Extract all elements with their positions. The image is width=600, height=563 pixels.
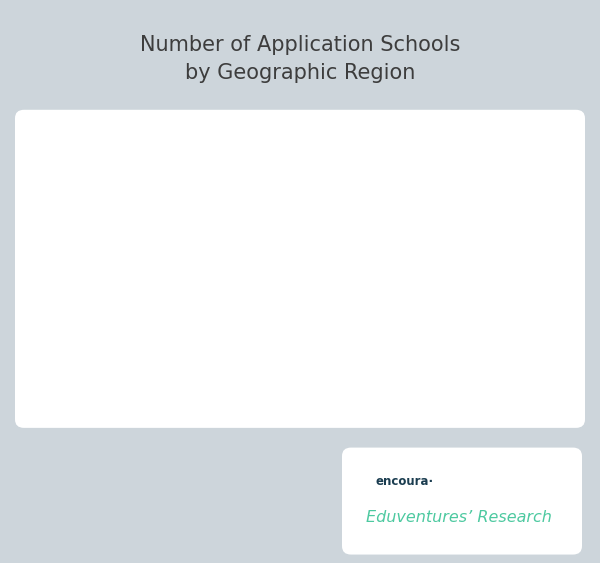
Bar [85,346,139,363]
Text: 31%: 31% [301,177,335,191]
Text: Number of Application Schools
by Geographic Region: Number of Application Schools by Geograp… [140,35,460,83]
Bar [497,350,551,363]
Bar [497,305,551,350]
Bar [291,217,345,333]
Text: 13%: 13% [197,342,232,357]
Text: 41%: 41% [404,278,439,292]
Text: 21%: 21% [507,320,542,335]
Bar [188,335,242,363]
Bar [85,278,139,346]
Text: 16%: 16% [404,338,439,354]
Bar [291,151,345,217]
Text: encoura·: encoura· [375,475,433,488]
Bar [394,329,448,363]
Text: 55%: 55% [197,269,232,284]
Text: 75%: 75% [507,217,542,233]
Bar [188,149,242,217]
Text: 14%: 14% [301,341,335,356]
Bar [188,217,242,335]
Text: 44%: 44% [404,186,439,201]
Text: 61%: 61% [94,204,129,220]
Text: 8%: 8% [99,347,124,362]
Text: 32%: 32% [94,304,129,319]
Bar [291,333,345,363]
Text: 54%: 54% [301,267,335,283]
Bar [394,241,448,329]
Bar [394,146,448,241]
Bar [497,144,551,305]
Bar [85,146,139,278]
Text: Eduventures’ Research: Eduventures’ Research [366,510,552,525]
Text: 32%: 32% [197,176,232,190]
Legend: 1 school, 2 to 5 schools, 6 schools or more: 1 school, 2 to 5 schools, 6 schools or m… [126,410,510,425]
Text: 6%: 6% [512,349,537,364]
